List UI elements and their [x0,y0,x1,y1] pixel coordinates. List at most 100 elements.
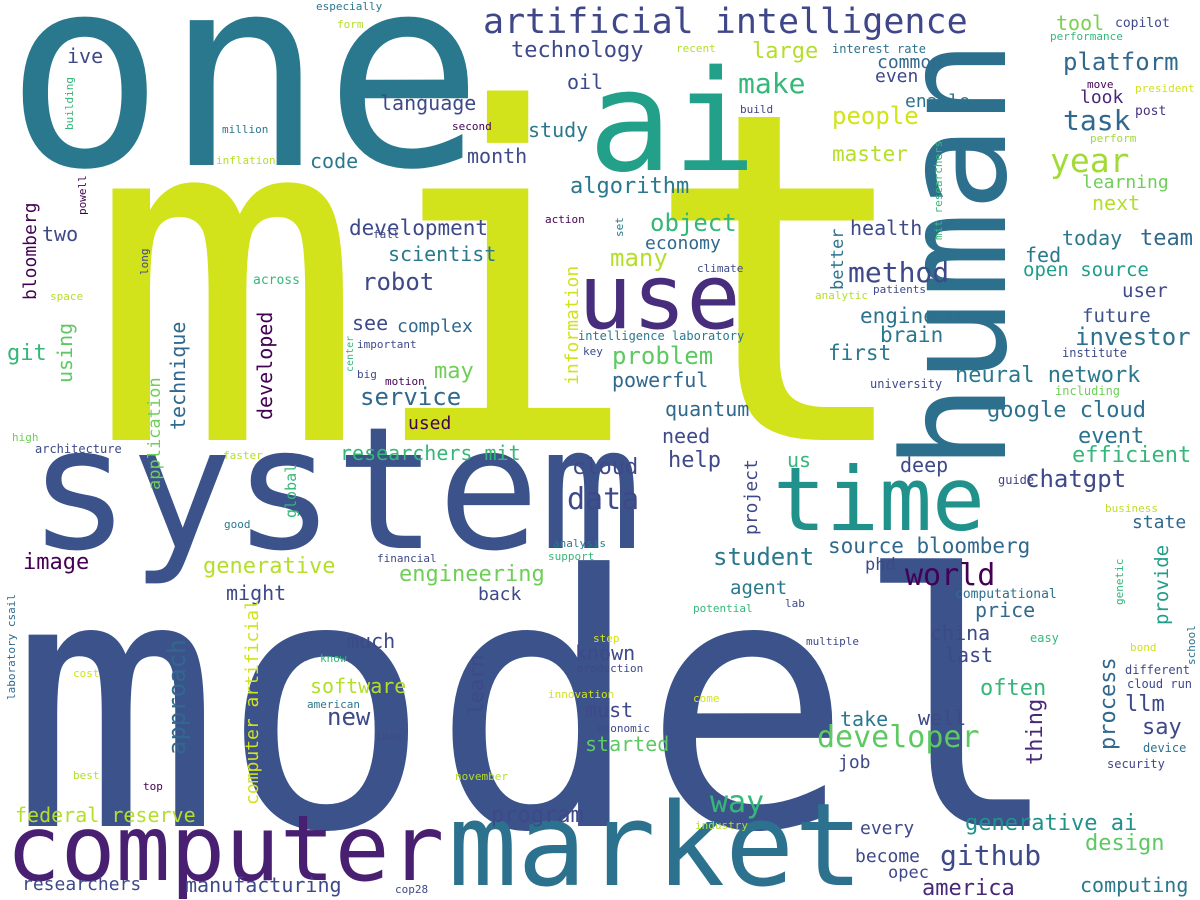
word: industry [695,819,748,832]
word: neural network [955,363,1140,388]
word: computing [1080,873,1188,897]
word: way [710,785,764,820]
word: institute [1062,346,1127,360]
word: algorithm [570,174,689,199]
word: may [434,359,474,384]
word: multiple [806,635,859,648]
word: generative [203,554,335,579]
word: look [1080,87,1124,108]
word: climate [697,262,743,275]
word: long [138,249,151,276]
word: robot [362,268,434,296]
word: complex [397,316,473,337]
word: llm [1125,692,1165,717]
word: become [855,846,920,867]
word: analytic [815,289,868,302]
word: development [349,216,488,240]
word: engineer [860,304,961,328]
word: two [42,222,78,246]
word: first [828,341,891,365]
word: copilot [1115,16,1170,31]
word: manufacturing [185,873,342,897]
word: financial [377,552,437,565]
word: especially [316,0,383,13]
word: open source [1023,259,1149,281]
word: researchers [22,874,141,895]
word: big [357,368,377,381]
word: post [1135,104,1166,119]
word: america [922,876,1015,900]
word: security [1107,757,1165,771]
word: learning [1082,172,1169,193]
word: project [741,459,762,535]
word: oil [567,70,603,94]
word: service [360,383,461,411]
word: global [282,464,300,518]
word: build [740,103,773,116]
word: ive [67,44,103,68]
word: lab [785,597,805,610]
word: tool [1056,11,1104,35]
word: inflation [216,154,276,167]
word: learn [464,655,488,715]
word: make [738,67,805,100]
word: ai [588,41,757,204]
word: powell [76,175,89,215]
word: used [408,413,451,434]
word: good [224,518,251,531]
word: researchers mit [340,441,521,465]
word: much [347,629,395,653]
word: new [327,703,371,731]
word: november [455,770,508,783]
word: bloomberg [20,202,41,300]
word: artificial intelligence [483,2,968,42]
word: well [918,706,966,730]
word: image [23,550,89,575]
word: last [945,643,993,667]
word: including [1055,384,1120,398]
word: innovation [548,688,614,701]
word: state [1132,512,1186,533]
word: guide [998,473,1034,487]
word: data [567,482,639,517]
word: center [345,336,356,372]
word: today [1062,226,1122,250]
word: bond [1130,641,1157,654]
word: people [832,102,919,130]
word: economy [645,233,721,254]
word: phd [865,555,896,575]
word: source bloomberg [828,534,1030,558]
word: software [310,674,406,698]
word: year [1050,141,1129,180]
word: step [593,632,620,645]
word: need [662,424,710,448]
word: different [1125,663,1190,677]
word: price [975,598,1035,622]
word: help [668,448,721,473]
word: computational [955,587,1057,602]
word: enable [905,91,970,112]
word: recent [676,42,716,55]
word: use [578,245,741,350]
word: started [585,732,669,756]
word: event [1078,424,1144,449]
word: key [583,345,603,358]
word: easy [1030,631,1059,645]
word: across [253,273,300,288]
word: best [73,769,100,782]
word: master [832,142,908,166]
word: agent [730,577,787,599]
word: might [226,581,286,605]
word: genetic [1113,559,1126,605]
word: fed [1025,243,1061,267]
word: device [1143,741,1186,755]
word: task [1063,104,1131,137]
word: deep [900,453,948,477]
word: important [357,338,417,351]
word: economic [597,722,650,735]
word: potential [693,602,753,615]
word: back [478,584,522,605]
word: school [1185,625,1198,665]
word: application [145,377,165,490]
